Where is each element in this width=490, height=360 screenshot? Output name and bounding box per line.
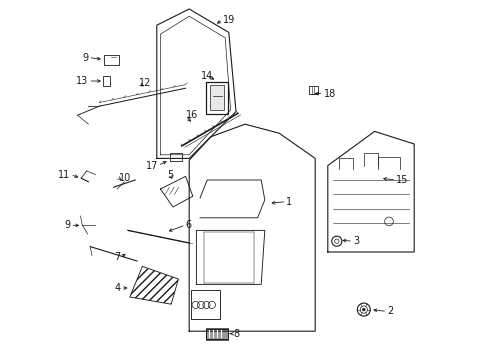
FancyBboxPatch shape [309,86,318,94]
Text: 14: 14 [201,71,213,81]
FancyBboxPatch shape [171,153,182,161]
FancyBboxPatch shape [206,82,228,114]
Text: 9: 9 [64,220,71,230]
Text: 16: 16 [186,110,198,120]
Text: 8: 8 [233,329,239,339]
Text: 7: 7 [115,252,121,262]
Polygon shape [130,266,178,304]
FancyBboxPatch shape [206,329,228,339]
Text: 9: 9 [82,53,88,63]
Text: 18: 18 [323,89,336,99]
Text: 15: 15 [396,175,409,185]
Text: 12: 12 [139,78,151,88]
Text: 2: 2 [387,306,393,316]
Text: 19: 19 [222,15,235,25]
Text: 5: 5 [168,170,173,180]
Text: 10: 10 [119,173,131,183]
Text: 3: 3 [353,236,359,246]
Text: 13: 13 [76,76,88,86]
FancyBboxPatch shape [104,55,119,65]
FancyBboxPatch shape [210,85,224,110]
Circle shape [363,308,365,311]
Text: 4: 4 [115,283,121,293]
Text: 1: 1 [286,197,293,207]
FancyBboxPatch shape [103,76,110,86]
Text: 17: 17 [146,161,158,171]
Text: 6: 6 [186,220,192,230]
Text: 11: 11 [58,170,71,180]
